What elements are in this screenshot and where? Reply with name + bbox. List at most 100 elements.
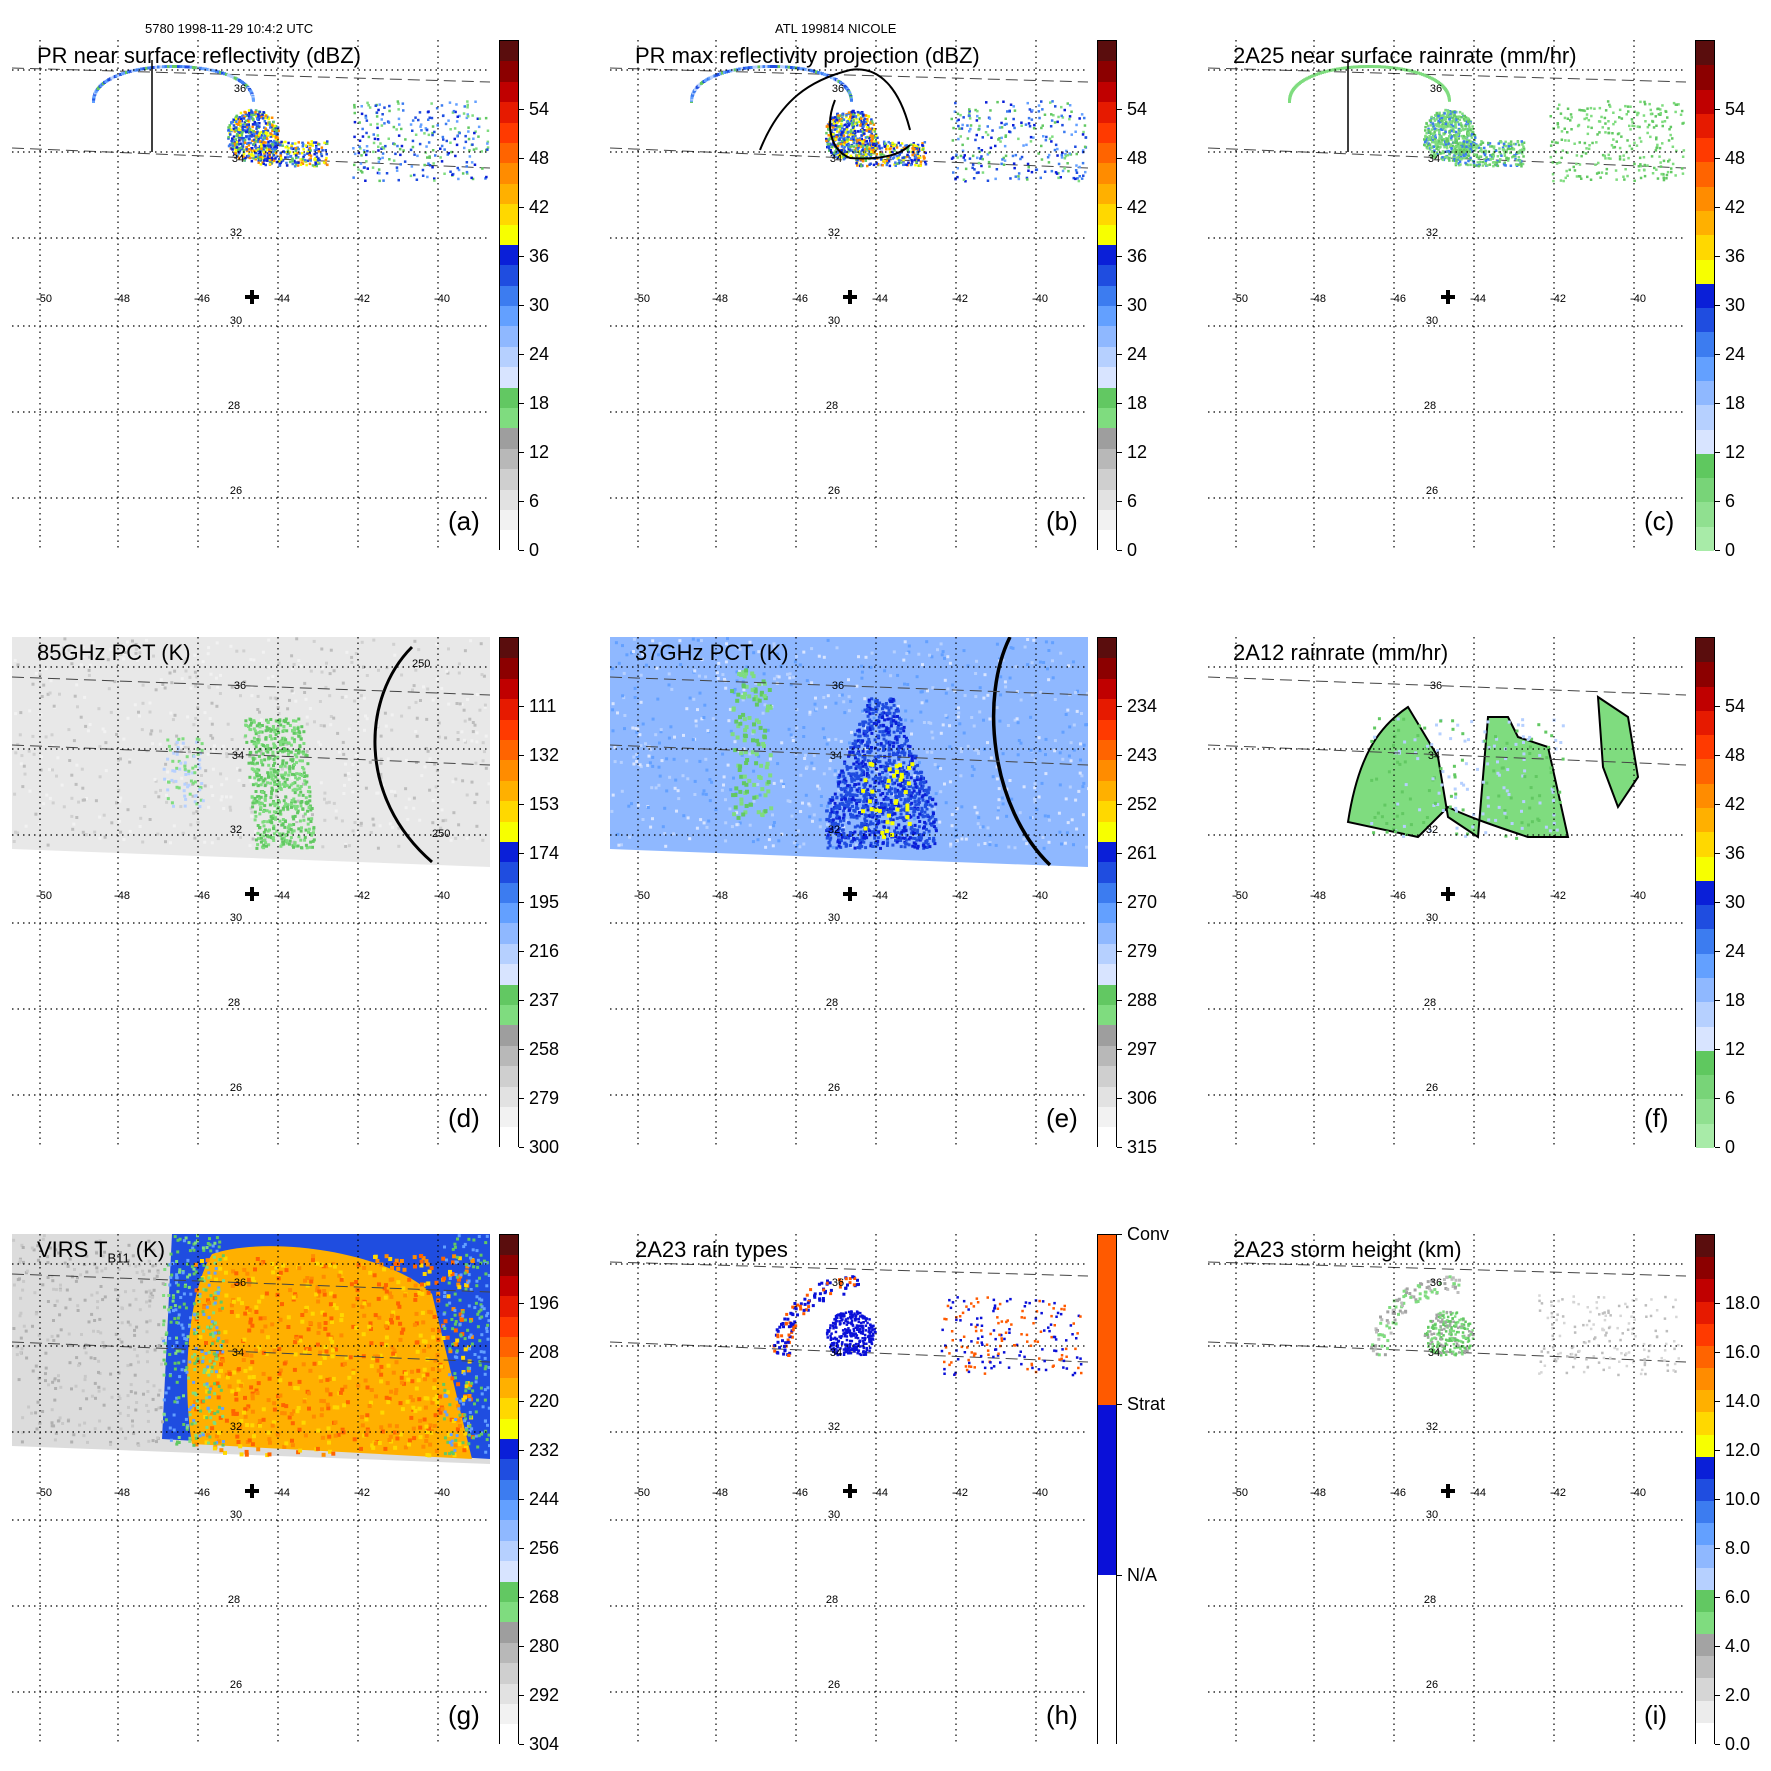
lat-label-28: 28 <box>1424 997 1436 1009</box>
colorbar-tick <box>519 1147 524 1148</box>
lat-label-36: 36 <box>234 1277 246 1289</box>
colorbar-tick <box>1117 755 1122 756</box>
storm-center-marker <box>245 887 259 901</box>
colorbar-tick <box>1715 1049 1720 1050</box>
lon-label-m42: -42 <box>354 293 370 305</box>
colorbar-label: 196 <box>529 1293 560 1313</box>
lon-label-m44: -44 <box>872 1487 888 1499</box>
panel-h: -50 -48 -46 -44 -42 -40 36 34 32 30 28 26 2A23 rain … <box>610 1224 1170 1745</box>
colorbar-tick <box>1715 1548 1720 1549</box>
colorbar-tick <box>1715 158 1720 159</box>
lon-label-m42: -42 <box>1550 1487 1566 1499</box>
lon-label-m40: -40 <box>1630 1487 1646 1499</box>
colorbar-tick <box>519 1049 524 1050</box>
map-f: -50 -48 -46 -44 -42 -40 36 34 32 30 28 26 <box>1208 637 1686 1147</box>
colorbar-label: 48 <box>1725 148 1746 168</box>
lon-label-m50: -50 <box>1232 1487 1248 1499</box>
panel-title: 2A23 storm height (km) <box>1233 1237 1462 1262</box>
lat-label-32: 32 <box>828 227 840 239</box>
lon-label-m40: -40 <box>1032 890 1048 902</box>
lon-label-m46: -46 <box>1390 1487 1406 1499</box>
panel-letter: (e) <box>1046 1103 1078 1133</box>
contour-label: 250 <box>412 658 430 670</box>
colorbar-tick <box>1715 501 1720 502</box>
lat-label-32: 32 <box>828 1421 840 1433</box>
colorbar-label: 234 <box>1127 696 1158 716</box>
colorbar-tick <box>1715 1098 1720 1099</box>
lat-label-28: 28 <box>826 1594 838 1606</box>
lat-label-28: 28 <box>228 997 240 1009</box>
pr-swath-edge-north <box>12 67 490 83</box>
lon-label-m46: -46 <box>792 890 808 902</box>
colorbar-label: 6 <box>1725 491 1736 511</box>
colorbar-label: Strat <box>1127 1394 1166 1414</box>
lat-label-26: 26 <box>230 1679 242 1691</box>
echo-pixels <box>1549 100 1686 183</box>
map-c: -50 -48 -46 -44 -42 -40 36 34 32 30 28 26 <box>1208 40 1686 550</box>
colorbar-tick <box>1117 207 1122 208</box>
lon-label-m46: -46 <box>792 293 808 305</box>
colorbar-label: 30 <box>1725 295 1746 315</box>
lat-label-36: 36 <box>832 680 844 692</box>
panel-g: -50 -48 -46 -44 -42 -40 36 34 32 30 28 26 VIRS TB11 … <box>12 1234 572 1754</box>
lon-label-m50: -50 <box>36 1487 52 1499</box>
echo-pixels <box>1453 140 1526 168</box>
lat-label-26: 26 <box>1426 1679 1438 1691</box>
lon-label-m50: -50 <box>1232 890 1248 902</box>
colorbar-label: 153 <box>529 794 560 814</box>
lon-label-m42: -42 <box>354 1487 370 1499</box>
colorbar-tick <box>1117 256 1122 257</box>
panel-title: 2A23 rain types <box>635 1237 788 1262</box>
lon-label-m42: -42 <box>952 293 968 305</box>
panel-letter: (b) <box>1046 506 1078 536</box>
colorbar-tick <box>519 1098 524 1099</box>
colorbar-label: 12 <box>1725 1039 1746 1059</box>
lon-label-m40: -40 <box>1630 890 1646 902</box>
colorbar-tick <box>519 902 524 903</box>
colorbar-label: 54 <box>1127 99 1148 119</box>
lon-label-m40: -40 <box>434 890 450 902</box>
colorbar-tick <box>1715 1646 1720 1647</box>
colorbar-tick <box>519 951 524 952</box>
storm-name-header: ATL 199814 NICOLE <box>775 21 897 36</box>
lat-label-30: 30 <box>828 315 840 327</box>
colorbar-label: 24 <box>1725 941 1746 961</box>
storm-center-marker <box>1441 1484 1455 1498</box>
colorbar-label: 216 <box>529 941 560 961</box>
lon-label-m42: -42 <box>1550 293 1566 305</box>
colorbar-label: 14.0 <box>1725 1391 1761 1411</box>
colorbar-tick <box>1715 755 1720 756</box>
echo-pixels <box>12 637 490 850</box>
lon-label-m50: -50 <box>634 890 650 902</box>
lon-label-m50: -50 <box>36 293 52 305</box>
colorbar-tick <box>1715 951 1720 952</box>
colorbar-tick <box>519 452 524 453</box>
colorbar-label: 36 <box>1127 246 1148 266</box>
colorbar-label: 42 <box>529 197 550 217</box>
colorbar-f <box>1695 637 1715 1148</box>
panel-title: 37GHz PCT (K) <box>635 640 789 665</box>
storm-center-marker <box>1441 887 1455 901</box>
lat-label-32: 32 <box>1426 824 1438 836</box>
colorbar-label: 6 <box>529 491 540 511</box>
echo-pixels <box>352 100 490 183</box>
lon-label-m48: -48 <box>1310 293 1326 305</box>
lat-label-34: 34 <box>830 153 842 165</box>
colorbar-label: 12.0 <box>1725 1440 1761 1460</box>
lon-label-m42: -42 <box>1550 890 1566 902</box>
lat-label-30: 30 <box>828 1509 840 1521</box>
contour-label: 250 <box>432 828 450 840</box>
map-i: -50 -48 -46 -44 -42 -40 36 34 32 30 28 26 <box>1208 1234 1686 1744</box>
colorbar-tick <box>1715 1597 1720 1598</box>
colorbar-tick <box>519 403 524 404</box>
colorbar-tick <box>1715 109 1720 110</box>
lon-label-m48: -48 <box>1310 1487 1326 1499</box>
colorbar-label: 300 <box>529 1137 560 1157</box>
colorbar-label: 42 <box>1127 197 1148 217</box>
lat-label-30: 30 <box>1426 315 1438 327</box>
lon-label-m42: -42 <box>952 890 968 902</box>
lat-label-34: 34 <box>830 1347 842 1359</box>
colorbar-tick <box>1715 1450 1720 1451</box>
colorbar-tick <box>519 804 524 805</box>
colorbar-b <box>1097 40 1117 551</box>
